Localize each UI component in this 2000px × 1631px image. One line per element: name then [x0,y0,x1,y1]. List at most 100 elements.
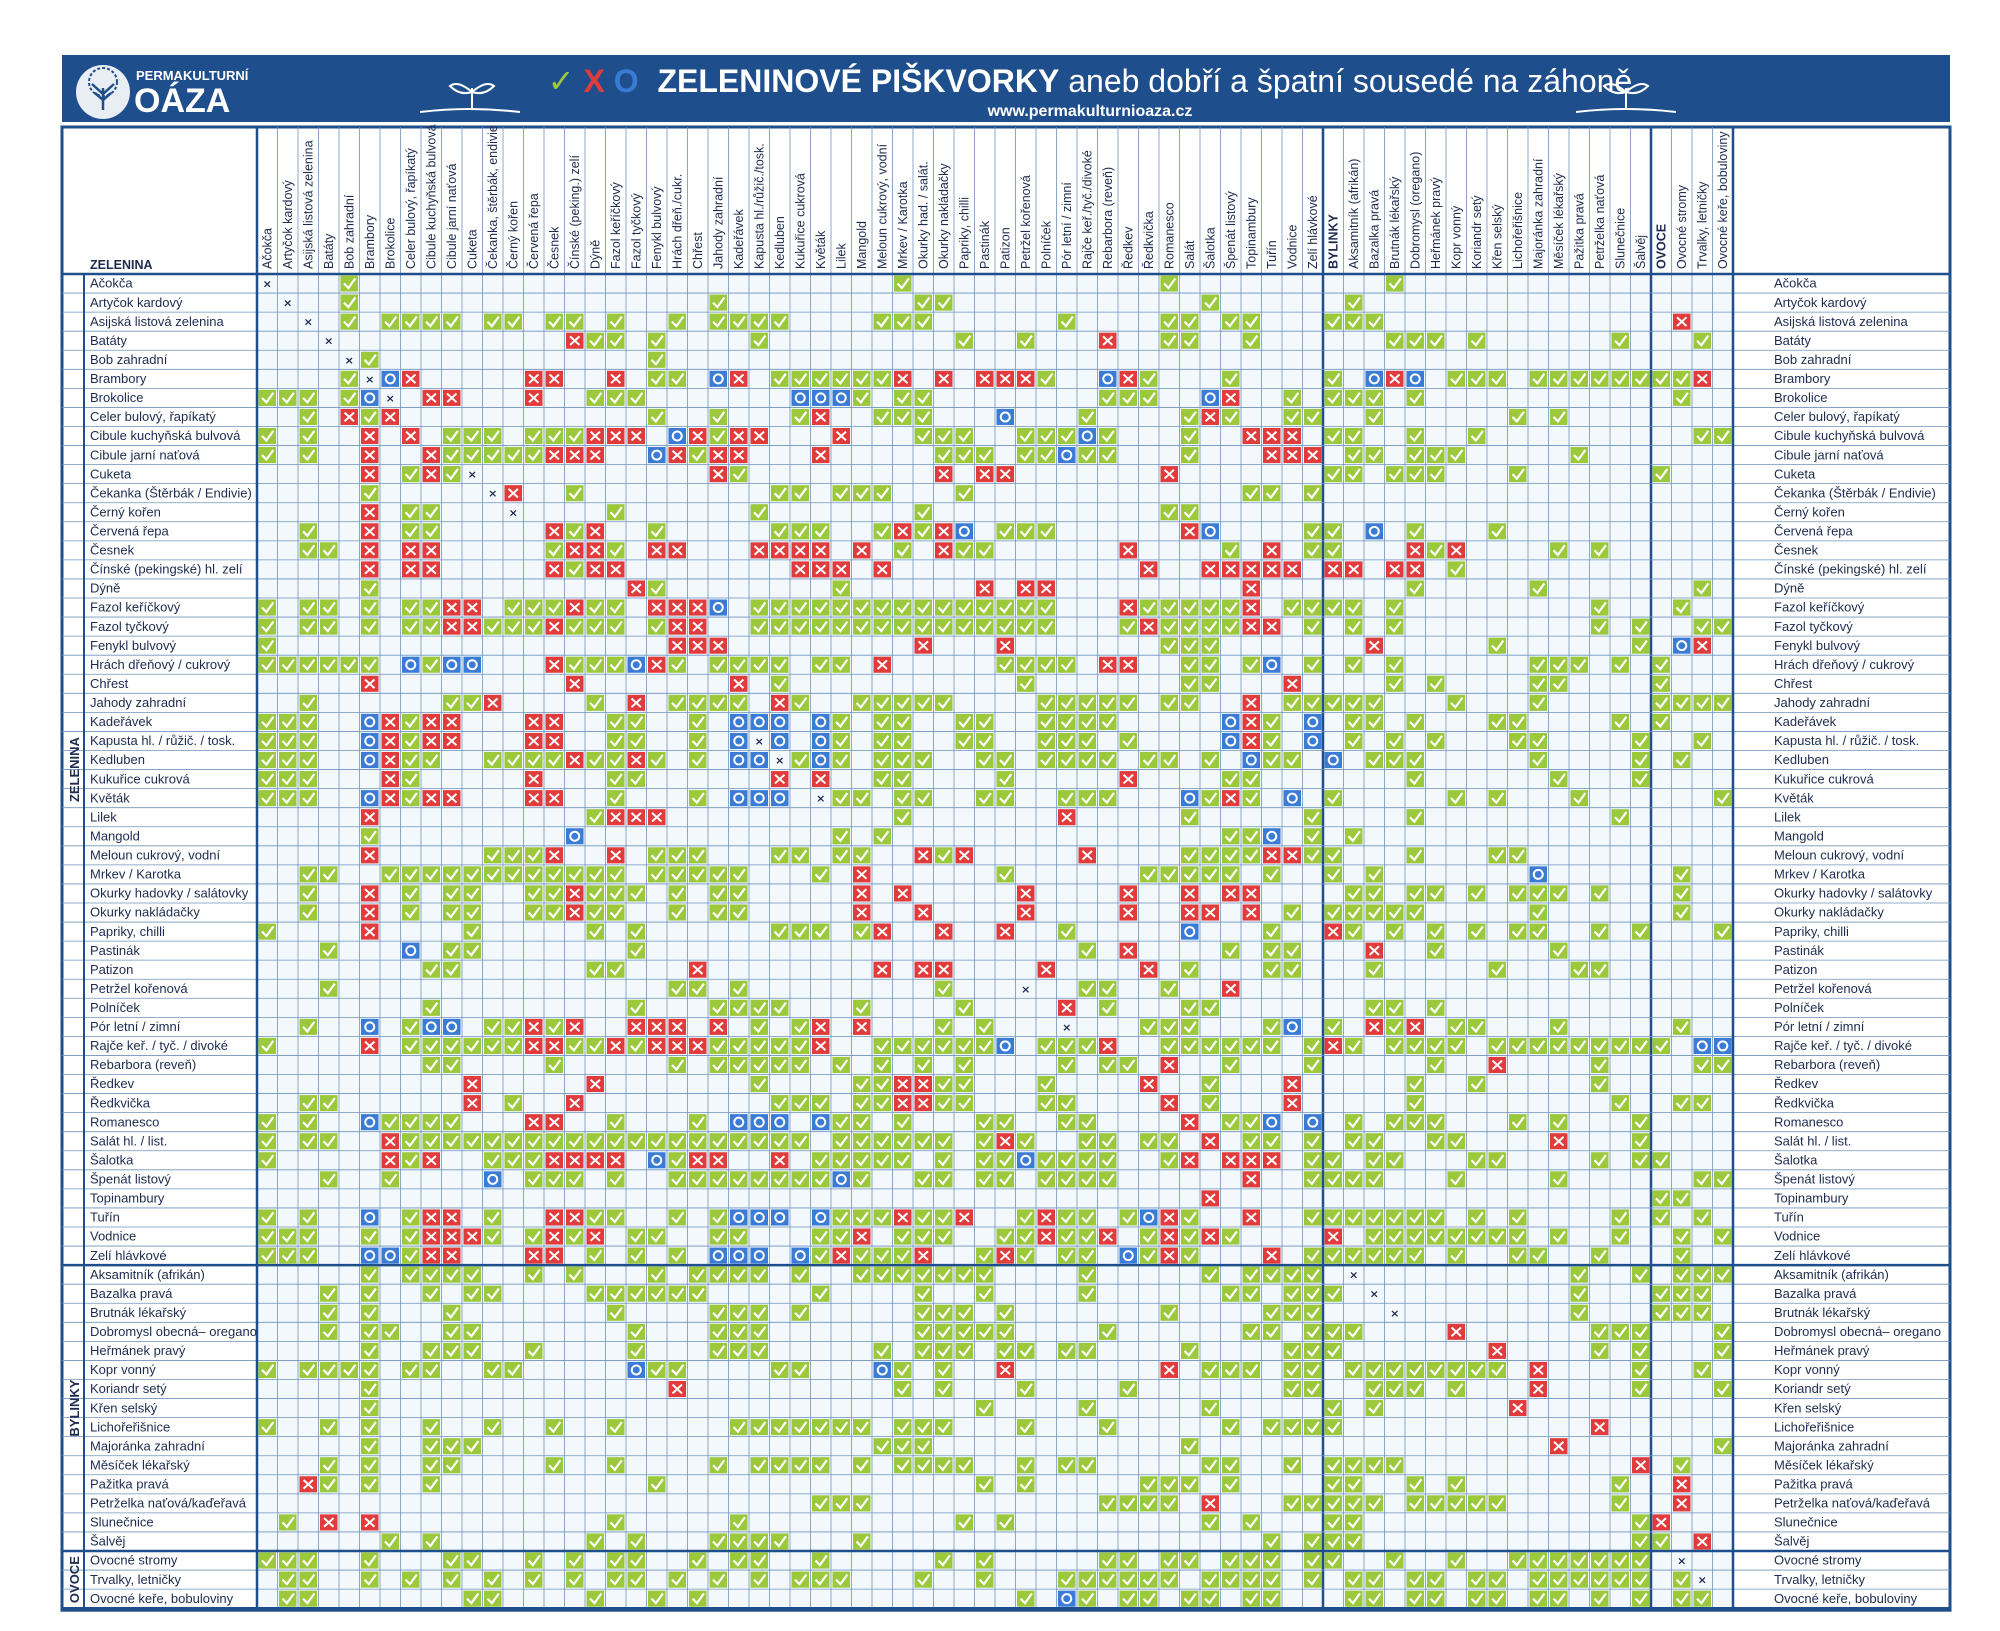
cell-good-mark [586,904,604,921]
cell-good-mark [1386,1228,1404,1245]
cell-good-mark [402,885,420,902]
cell-good-mark [1345,618,1363,635]
cell-good-mark [586,1133,604,1150]
cell-good-mark [935,1037,953,1054]
cell-good-mark [791,923,809,940]
cell-good-mark [1160,1552,1178,1569]
cell-good-mark [320,1095,338,1112]
cell-good-mark [1406,847,1424,864]
cell-good-mark [422,961,440,978]
cell-good-mark [484,847,502,864]
column-header: Petržel kořenová [1019,175,1033,269]
cell-good-mark [1181,1018,1199,1035]
column-header: Hrách dřeň./cukr. [670,174,684,269]
cell-bad-mark [668,618,686,635]
cell-good-mark [771,1095,789,1112]
cell-good-mark [1673,599,1691,616]
cell-good-mark [771,599,789,616]
cell-good-mark [935,1076,953,1093]
cell-good-mark [1242,771,1260,788]
cell-good-mark [525,1571,543,1588]
cell-good-mark [730,1514,748,1531]
cell-good-mark [525,752,543,769]
column-header: Čínské (peking.) zelí [567,155,582,269]
cell-good-mark [709,866,727,883]
cell-good-mark [1283,1457,1301,1474]
cell-good-mark [1365,408,1383,425]
cell-good-mark [1160,1571,1178,1588]
cell-bad-mark [1242,713,1260,730]
cell-good-mark [299,1114,317,1131]
row-label-right: Černý kořen [1774,504,1845,519]
cell-good-mark [1386,656,1404,673]
cell-good-mark [484,1037,502,1054]
cell-good-mark [484,866,502,883]
cell-good-mark [279,771,297,788]
cell-good-mark [791,847,809,864]
cell-good-mark [1427,1056,1445,1074]
cell-bad-mark [299,1476,317,1493]
column-header: Mangold [855,221,869,269]
cell-good-mark [340,370,358,387]
cell-good-mark [1611,332,1629,349]
cell-bad-mark [1160,1095,1178,1112]
cell-good-mark [299,713,317,730]
column-header: Heřmánek pravý [1429,177,1443,269]
column-header: Cibule kuchyňská bulvová [424,124,438,269]
cell-good-mark [1181,618,1199,635]
row-label: Čekanka (Štěrbák / Endivie) [90,485,252,500]
cell-good-mark [668,1571,686,1588]
cell-good-mark [709,904,727,921]
cell-good-mark [1017,523,1035,540]
cell-bad-mark [1037,580,1055,597]
row-label: Artyčok kardový [90,295,183,310]
row-label: Kopr vonný [90,1362,156,1377]
cell-good-mark [1242,847,1260,864]
cell-good-mark [607,790,625,807]
column-header: Brokolice [383,218,397,269]
row-label: Petrželka naťová/kaďeřavá [90,1496,247,1511]
cell-bad-mark [771,771,789,788]
cell-bad-mark [730,447,748,464]
cell-good-mark [935,599,953,616]
cell-good-mark [709,294,727,311]
cell-good-mark [1181,1476,1199,1493]
cell-good-mark [955,1457,973,1474]
cell-bad-mark [996,1247,1014,1264]
column-header: Celer bulový, řapíkatý [404,147,418,269]
row-label: Brambory [90,371,147,386]
cell-mixed-mark [1119,1247,1137,1264]
cell-good-mark [1406,1476,1424,1493]
row-label: Bazalka pravá [90,1286,173,1301]
cell-mixed-mark [1181,790,1199,807]
cell-good-mark [443,1552,461,1569]
cell-good-mark [1058,1114,1076,1131]
cell-good-mark [1488,523,1506,540]
cell-good-mark [1488,1037,1506,1054]
cell-good-mark [1632,1380,1650,1398]
cell-good-mark [1324,542,1342,559]
cell-good-mark [484,1228,502,1245]
cell-bad-mark [1201,1133,1219,1150]
cell-good-mark [1160,637,1178,654]
cell-mixed-mark [627,1361,645,1378]
cell-bad-mark [525,1037,543,1054]
cell-good-mark [853,1266,871,1283]
cell-good-mark [1365,447,1383,464]
cell-good-mark [648,370,666,387]
cell-good-mark [1591,1247,1609,1264]
cell-good-mark [402,752,420,769]
row-label: Chřest [90,676,129,691]
cell-good-mark [1365,866,1383,883]
cell-good-mark [361,1361,379,1378]
cell-good-mark [279,1571,297,1588]
cell-bad-mark [689,599,707,616]
cell-good-mark [709,1056,727,1074]
cell-good-mark [1427,1209,1445,1226]
cell-bad-mark [545,447,563,464]
cell-bad-mark [566,1018,584,1035]
cell-good-mark [750,1457,768,1474]
cell-good-mark [853,923,871,940]
cell-good-mark [504,1037,522,1054]
row-label-right: Heřmánek pravý [1774,1343,1870,1358]
